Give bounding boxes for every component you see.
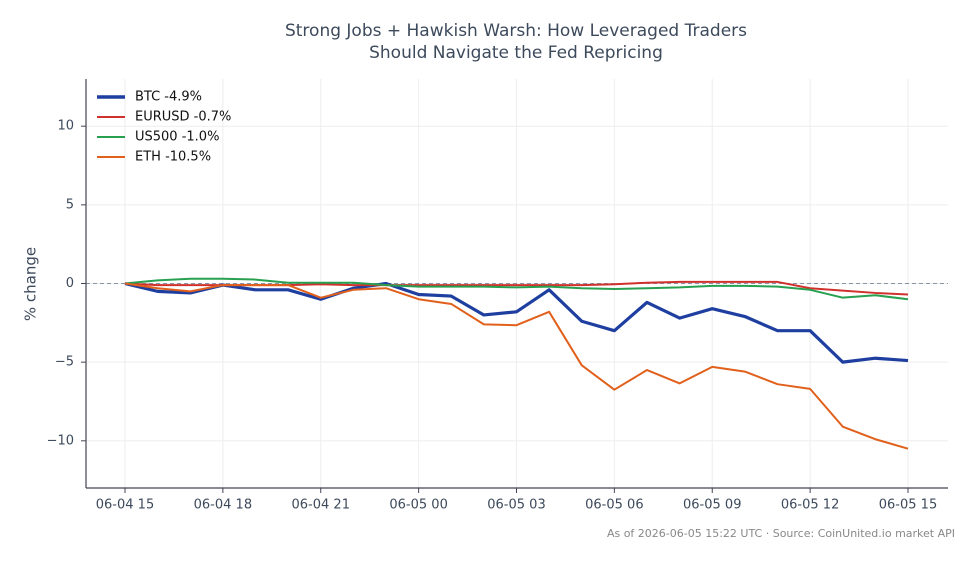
x-tick-label: 06-05 00 [389, 498, 447, 513]
x-tick-label: 06-04 18 [194, 498, 252, 513]
series-line [124, 277, 909, 301]
x-tick-label: 06-04 21 [292, 498, 350, 513]
series-line [124, 282, 909, 450]
x-tick-label: 06-05 06 [585, 498, 643, 513]
legend-label: BTC -4.9% [135, 90, 202, 105]
y-tick-label: 10 [57, 119, 74, 134]
chart-title: Strong Jobs + Hawkish Warsh: How Leverag… [284, 21, 748, 63]
y-tick-label: −5 [55, 355, 74, 370]
x-tick-label: 06-05 12 [781, 498, 839, 513]
x-tick-label: 06-05 15 [879, 498, 937, 513]
footer: As of 2026-06-05 15:22 UTC · Source: Coi… [607, 527, 955, 540]
x-tick-label: 06-04 15 [96, 498, 154, 513]
x-tick-label: 06-05 03 [487, 498, 545, 513]
y-tick-label: 5 [66, 197, 74, 212]
y-axis-label: % change [22, 247, 40, 321]
series-line [124, 281, 909, 364]
x-tick-label: 06-05 09 [683, 498, 741, 513]
y-tick-label: 0 [66, 276, 74, 291]
y-tick-label: −10 [47, 433, 74, 448]
legend-label: US500 -1.0% [135, 130, 219, 145]
legend-label: ETH -10.5% [135, 150, 211, 165]
legend-label: EURUSD -0.7% [135, 110, 231, 125]
